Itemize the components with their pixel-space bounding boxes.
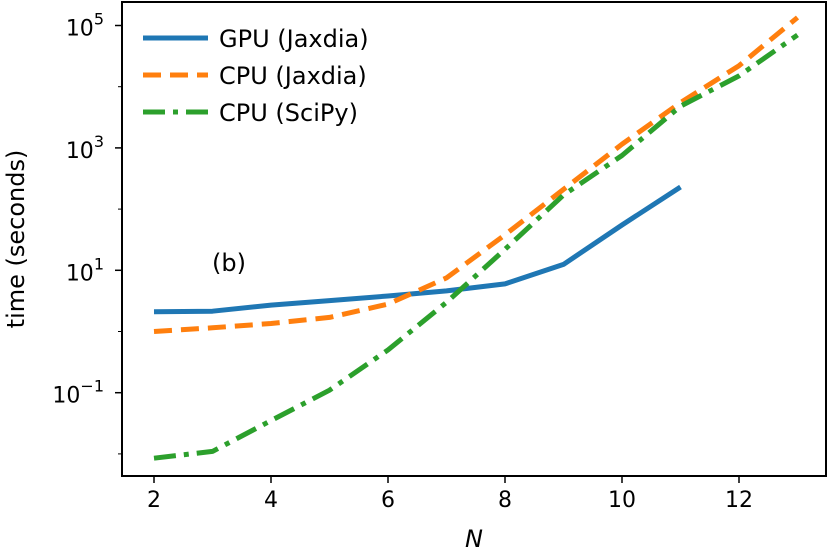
series-line-3 <box>153 32 799 461</box>
legend: GPU (Jaxdia) CPU (Jaxdia) CPU (SciPy) <box>143 25 369 127</box>
legend-label-3: CPU (SciPy) <box>219 99 358 127</box>
x-axis-title: N <box>465 525 483 553</box>
y-tick-label: 105 <box>66 10 104 42</box>
x-tick-label: 4 <box>264 488 278 513</box>
legend-label-1: GPU (Jaxdia) <box>219 25 369 53</box>
legend-label-2: CPU (Jaxdia) <box>219 62 367 90</box>
series-layer <box>153 15 800 461</box>
y-axis-ticks: 10−1 101 103 105 <box>52 10 122 455</box>
x-axis-ticks: 2 4 6 8 10 12 <box>147 476 753 513</box>
x-tick-label: 10 <box>608 488 636 513</box>
x-tick-label: 8 <box>498 488 512 513</box>
y-tick-label: 101 <box>66 254 104 286</box>
series-line-2 <box>153 15 800 334</box>
x-tick-label: 2 <box>147 488 161 513</box>
x-tick-label: 12 <box>725 488 753 513</box>
y-axis-title: time (seconds) <box>2 150 30 329</box>
series-line-1 <box>153 184 682 315</box>
panel-annotation: (b) <box>212 249 246 277</box>
plot-frame <box>121 1 827 477</box>
y-tick-label: 103 <box>66 132 104 164</box>
y-tick-label: 10−1 <box>52 377 104 409</box>
x-tick-label: 6 <box>381 488 395 513</box>
